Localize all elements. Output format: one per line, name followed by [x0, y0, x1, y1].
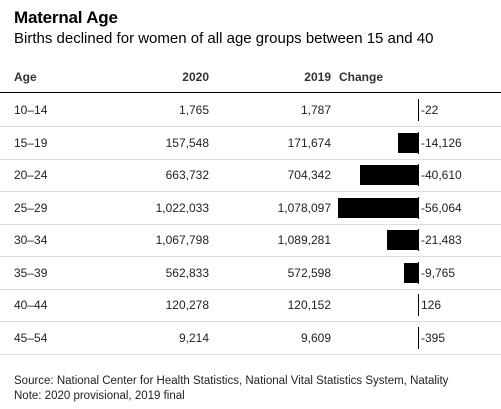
header-2020: 2020: [182, 70, 209, 84]
value-2020-cell: 1,022,033: [155, 200, 209, 215]
change-label: -21,483: [421, 233, 462, 247]
change-label: 126: [421, 298, 442, 312]
table-row: 40–44 120,278 120,152 126: [0, 289, 501, 322]
value-2019-cell: 1,089,281: [277, 233, 331, 247]
source-note: Source: National Center for Health Stati…: [14, 375, 449, 387]
value-2020-cell: 1,765: [178, 103, 209, 117]
change-bar: [404, 262, 418, 283]
value-2019-cell: 171,674: [287, 135, 331, 150]
table-row: 20–24 663,732 704,342 -40,610: [0, 159, 501, 192]
change-label: -395: [421, 330, 446, 345]
zero-line: [418, 229, 419, 251]
table-row: 45–54 9,214 9,609 -395: [0, 322, 501, 355]
value-2020-cell: 562,833: [165, 265, 209, 280]
zero-line: [418, 326, 419, 349]
table-row: 35–39 562,833 572,598 -9,765: [0, 257, 501, 290]
zero-line: [418, 164, 419, 186]
age-cell: 45–54: [14, 330, 48, 345]
age-cell: 20–24: [14, 168, 48, 182]
zero-line: [418, 294, 419, 316]
zero-line: [418, 99, 419, 121]
change-bar: [397, 132, 418, 153]
value-2020-cell: 663,732: [165, 168, 209, 182]
change-bar: [338, 197, 418, 218]
zero-line: [418, 261, 419, 284]
value-2019-cell: 1,787: [300, 103, 331, 117]
change-bar: [387, 230, 418, 250]
age-cell: 35–39: [14, 265, 48, 280]
zero-line: [418, 131, 419, 154]
age-cell: 40–44: [14, 298, 48, 312]
zero-line: [418, 196, 419, 219]
table-header: Age 2020 2019 Change: [0, 62, 501, 93]
table-row: 10–14 1,765 1,787 -22: [0, 94, 501, 127]
chart-title: Maternal Age: [14, 8, 118, 27]
table-row: 30–34 1,067,798 1,089,281 -21,483: [0, 224, 501, 257]
change-bar: [360, 165, 418, 185]
table-row: 25–29 1,022,033 1,078,097 -56,064: [0, 192, 501, 225]
header-2019: 2019: [304, 70, 331, 84]
value-2020-cell: 157,548: [165, 135, 209, 150]
table-row: 15–19 157,548 171,674 -14,126: [0, 127, 501, 160]
age-cell: 10–14: [14, 103, 48, 117]
header-change: Change: [339, 70, 384, 84]
change-label: -14,126: [421, 135, 462, 150]
value-2019-cell: 572,598: [287, 265, 331, 280]
header-age: Age: [14, 70, 37, 84]
change-label: -22: [421, 103, 439, 117]
change-label: -56,064: [421, 200, 462, 215]
age-cell: 30–34: [14, 233, 48, 247]
change-label: -9,765: [421, 265, 456, 280]
age-cell: 15–19: [14, 135, 48, 150]
value-2020-cell: 120,278: [165, 298, 209, 312]
value-2019-cell: 120,152: [287, 298, 331, 312]
value-2020-cell: 9,214: [178, 330, 209, 345]
footnote: Note: 2020 provisional, 2019 final: [14, 390, 185, 402]
age-cell: 25–29: [14, 200, 48, 215]
chart-subtitle: Births declined for women of all age gro…: [14, 30, 434, 47]
value-2019-cell: 704,342: [287, 168, 331, 182]
change-label: -40,610: [421, 168, 462, 182]
value-2020-cell: 1,067,798: [155, 233, 209, 247]
value-2019-cell: 9,609: [300, 330, 331, 345]
value-2019-cell: 1,078,097: [277, 200, 331, 215]
